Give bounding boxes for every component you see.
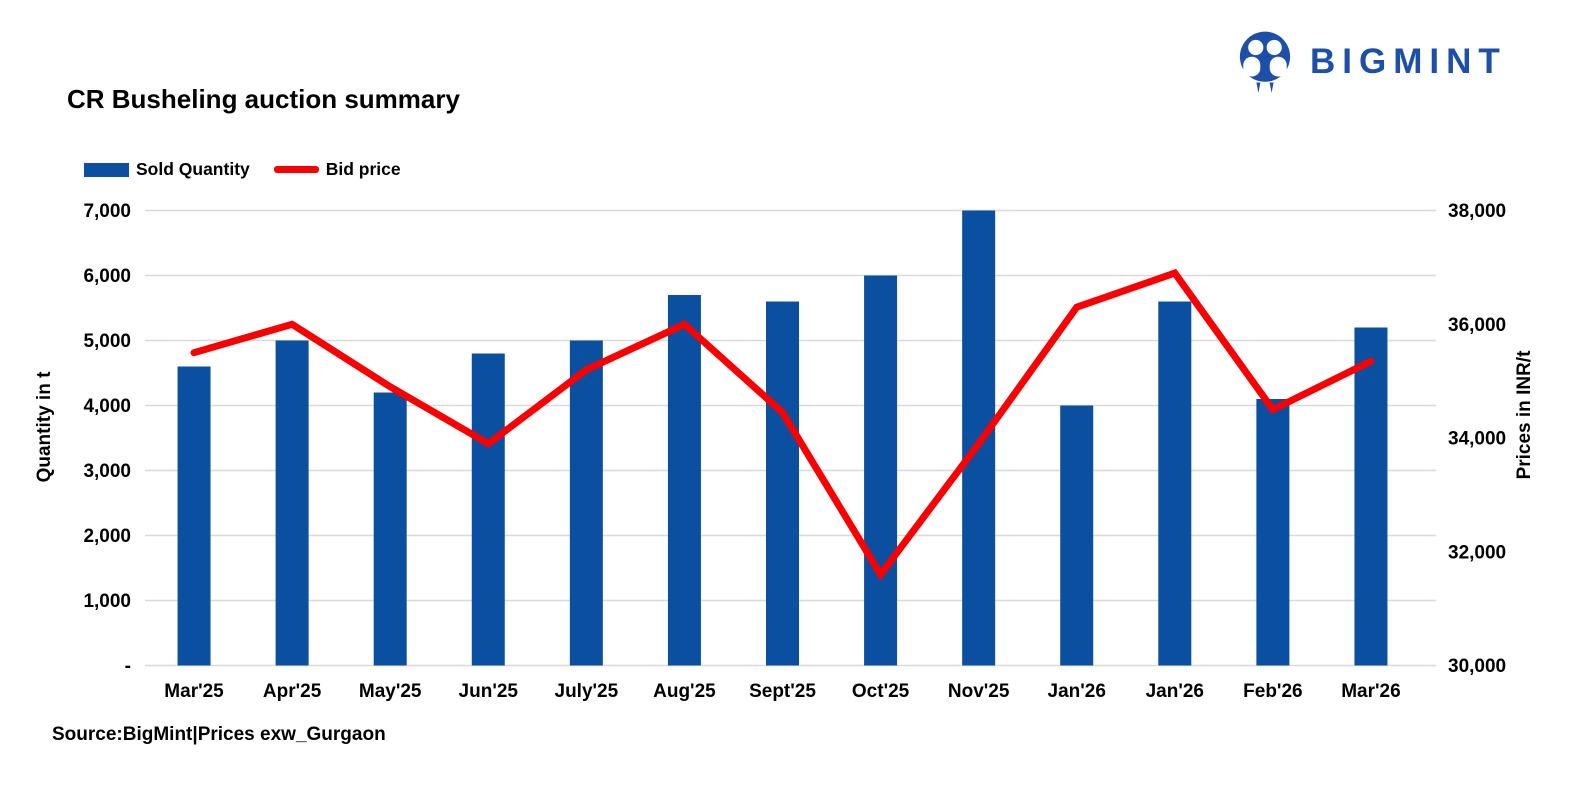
legend-label-sold-quantity: Sold Quantity bbox=[136, 159, 250, 179]
x-axis-label: Jun'25 bbox=[459, 681, 519, 702]
x-axis-label: July'25 bbox=[555, 681, 619, 702]
bar-Feb'26 bbox=[1256, 399, 1290, 666]
bar-July'25 bbox=[569, 340, 603, 666]
bid-price-swatch bbox=[273, 166, 319, 173]
bar-Jun'25 bbox=[471, 353, 505, 666]
left-axis-tick-label: - bbox=[125, 656, 131, 677]
x-axis-label: Mar'26 bbox=[1341, 681, 1400, 702]
bar-Mar'26 bbox=[1354, 327, 1388, 666]
x-axis-label: Mar'25 bbox=[164, 681, 224, 702]
left-axis-tick-label: 7,000 bbox=[83, 201, 131, 222]
bar-Jan'26 bbox=[1158, 301, 1192, 666]
left-axis-tick-label: 4,000 bbox=[83, 396, 131, 417]
right-axis-tick-label: 30,000 bbox=[1448, 656, 1506, 677]
bar-Mar'25 bbox=[177, 366, 211, 666]
left-axis-tick-label: 3,000 bbox=[83, 461, 131, 482]
bar-Aug'25 bbox=[667, 295, 701, 666]
bar-Apr'25 bbox=[275, 340, 309, 666]
x-axis-label: Apr'25 bbox=[263, 681, 322, 702]
bigmint-people-icon bbox=[1239, 31, 1291, 94]
x-axis-label: May'25 bbox=[359, 681, 422, 702]
legend-item-sold-quantity: Sold Quantity bbox=[84, 159, 250, 180]
chart-legend: Sold Quantity Bid price bbox=[84, 159, 425, 180]
x-axis-label: Jan'26 bbox=[1146, 681, 1204, 702]
chart-title: CR Busheling auction summary bbox=[67, 84, 460, 114]
left-axis-tick-label: 2,000 bbox=[83, 526, 131, 547]
right-axis-tick-label: 36,000 bbox=[1448, 315, 1506, 336]
bar-May'25 bbox=[373, 392, 407, 666]
bigmint-logo: BIGMINT bbox=[1232, 26, 1507, 98]
bar-Oct'25 bbox=[864, 275, 898, 666]
legend-label-bid-price: Bid price bbox=[325, 159, 401, 179]
x-axis-label: Aug'25 bbox=[653, 681, 716, 702]
left-axis-tick-label: 1,000 bbox=[83, 591, 131, 612]
legend-item-bid-price: Bid price bbox=[273, 159, 401, 180]
bid-price-line bbox=[190, 268, 1375, 581]
right-axis-tick-label: 32,000 bbox=[1448, 542, 1506, 563]
bar-Sept'25 bbox=[766, 301, 799, 666]
x-axis-label: Sept'25 bbox=[749, 681, 816, 702]
right-axis-tick-label: 38,000 bbox=[1448, 201, 1506, 222]
x-axis-label: Nov'25 bbox=[948, 681, 1010, 702]
source-note: Source:BigMint|Prices exw_Gurgaon bbox=[52, 724, 386, 745]
sold-quantity-swatch bbox=[84, 162, 129, 177]
x-axis-label: Feb'26 bbox=[1243, 681, 1302, 702]
x-axis-label: Jan'26 bbox=[1048, 681, 1106, 702]
x-axis-label: Oct'25 bbox=[852, 681, 910, 702]
left-axis-tick-label: 5,000 bbox=[83, 331, 131, 352]
right-axis-tick-label: 34,000 bbox=[1448, 429, 1506, 450]
bigmint-logo-text: BIGMINT bbox=[1310, 42, 1507, 81]
bar-Jan'26 bbox=[1060, 405, 1094, 666]
left-axis-tick-label: 6,000 bbox=[83, 266, 131, 287]
